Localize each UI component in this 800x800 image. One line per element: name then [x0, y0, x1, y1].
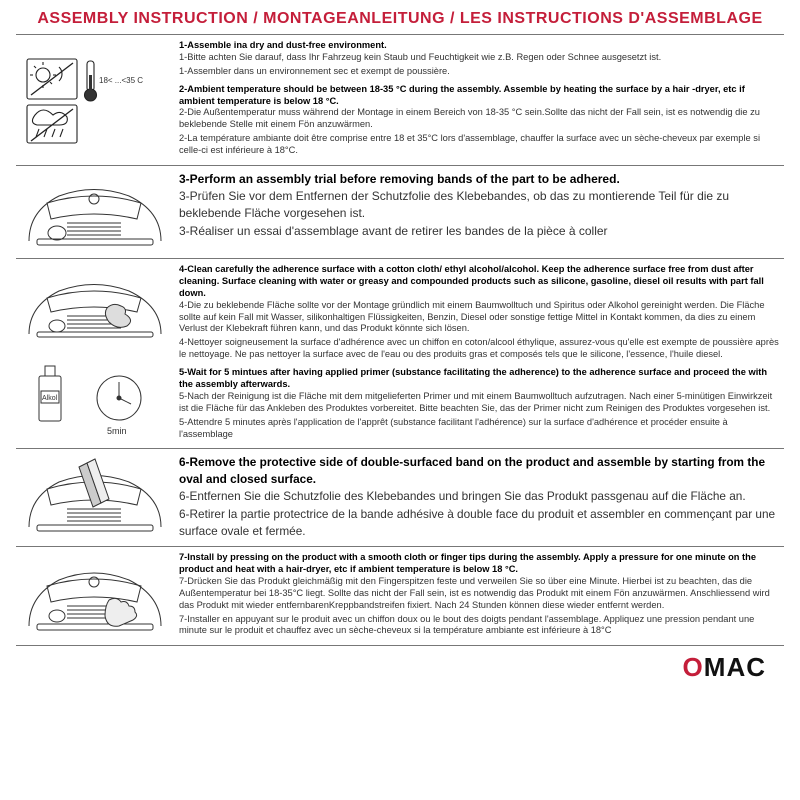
- step4-de: 4-Die zu beklebende Fläche sollte vor de…: [179, 300, 780, 336]
- footer: OMAC: [16, 646, 784, 683]
- car-front-icon: [19, 171, 169, 253]
- step7-de: 7-Drücken Sie das Produkt gleichmäßig mi…: [179, 576, 780, 612]
- illustration-env: 18< ...<35 C: [16, 38, 171, 162]
- illustration-press: [16, 550, 171, 642]
- section-6: 6-Remove the protective side of double-s…: [16, 449, 784, 547]
- step5-title: 5-Wait for 5 mintues after having applie…: [179, 367, 780, 391]
- step1-fr: 1-Assembler dans un environnement sec et…: [179, 66, 780, 78]
- text-7: 7-Install by pressing on the product wit…: [171, 550, 784, 642]
- clean-icons: Alkol 5min: [19, 266, 169, 441]
- text-3: 3-Perform an assembly trial before remov…: [171, 169, 784, 255]
- text-4-5: 4-Clean carefully the adherence surface …: [171, 262, 784, 445]
- step7-title: 7-Install by pressing on the product wit…: [179, 552, 780, 576]
- step5-fr: 5-Attendre 5 minutes après l'application…: [179, 417, 780, 441]
- step6-title: 6-Remove the protective side of double-s…: [179, 454, 780, 487]
- svg-text:Alkol: Alkol: [42, 395, 58, 402]
- step3-de: 3-Prüfen Sie vor dem Entfernen der Schut…: [179, 188, 780, 222]
- illustration-car-1: [16, 169, 171, 255]
- svg-text:18< ...<35 C: 18< ...<35 C: [99, 76, 143, 85]
- step3-title: 3-Perform an assembly trial before remov…: [179, 171, 780, 188]
- step5-de: 5-Nach der Reinigung ist die Fläche mit …: [179, 391, 780, 415]
- step6-fr: 6-Retirer la partie protectrice de la ba…: [179, 506, 780, 539]
- illustration-clean: Alkol 5min: [16, 262, 171, 445]
- step1-title: 1-Assemble ina dry and dust-free environ…: [179, 40, 780, 52]
- page-title: ASSEMBLY INSTRUCTION / MONTAGEANLEITUNG …: [16, 10, 784, 28]
- logo-o: O: [683, 652, 704, 682]
- tape-icon: [19, 457, 169, 539]
- section-3: 3-Perform an assembly trial before remov…: [16, 166, 784, 259]
- svg-text:5min: 5min: [107, 426, 127, 436]
- press-icon: [19, 552, 169, 640]
- page-container: ASSEMBLY INSTRUCTION / MONTAGEANLEITUNG …: [0, 0, 800, 683]
- step2-title: 2-Ambient temperature should be between …: [179, 84, 780, 108]
- step4-title: 4-Clean carefully the adherence surface …: [179, 264, 780, 300]
- step4-fr: 4-Nettoyer soigneusement la surface d'ad…: [179, 337, 780, 361]
- section-4-5: Alkol 5min 4-Clean carefully the adheren…: [16, 259, 784, 449]
- section-7: 7-Install by pressing on the product wit…: [16, 547, 784, 646]
- section-1-2: 18< ...<35 C 1-Assemble ina dry and dust…: [16, 35, 784, 166]
- brand-logo: OMAC: [683, 652, 766, 682]
- illustration-tape: [16, 452, 171, 543]
- logo-rest: MAC: [704, 652, 766, 682]
- step2-fr: 2-La température ambiante doit être comp…: [179, 133, 780, 157]
- step1-de: 1-Bitte achten Sie darauf, dass Ihr Fahr…: [179, 52, 780, 64]
- text-1-2: 1-Assemble ina dry and dust-free environ…: [171, 38, 784, 162]
- step3-fr: 3-Réaliser un essai d'assemblage avant d…: [179, 223, 780, 240]
- env-icons: 18< ...<35 C: [21, 53, 166, 148]
- step7-fr: 7-Installer en appuyant sur le produit a…: [179, 614, 780, 638]
- step6-de: 6-Entfernen Sie die Schutzfolie des Kleb…: [179, 488, 780, 505]
- text-6: 6-Remove the protective side of double-s…: [171, 452, 784, 543]
- step2-de: 2-Die Außentemperatur muss während der M…: [179, 107, 780, 131]
